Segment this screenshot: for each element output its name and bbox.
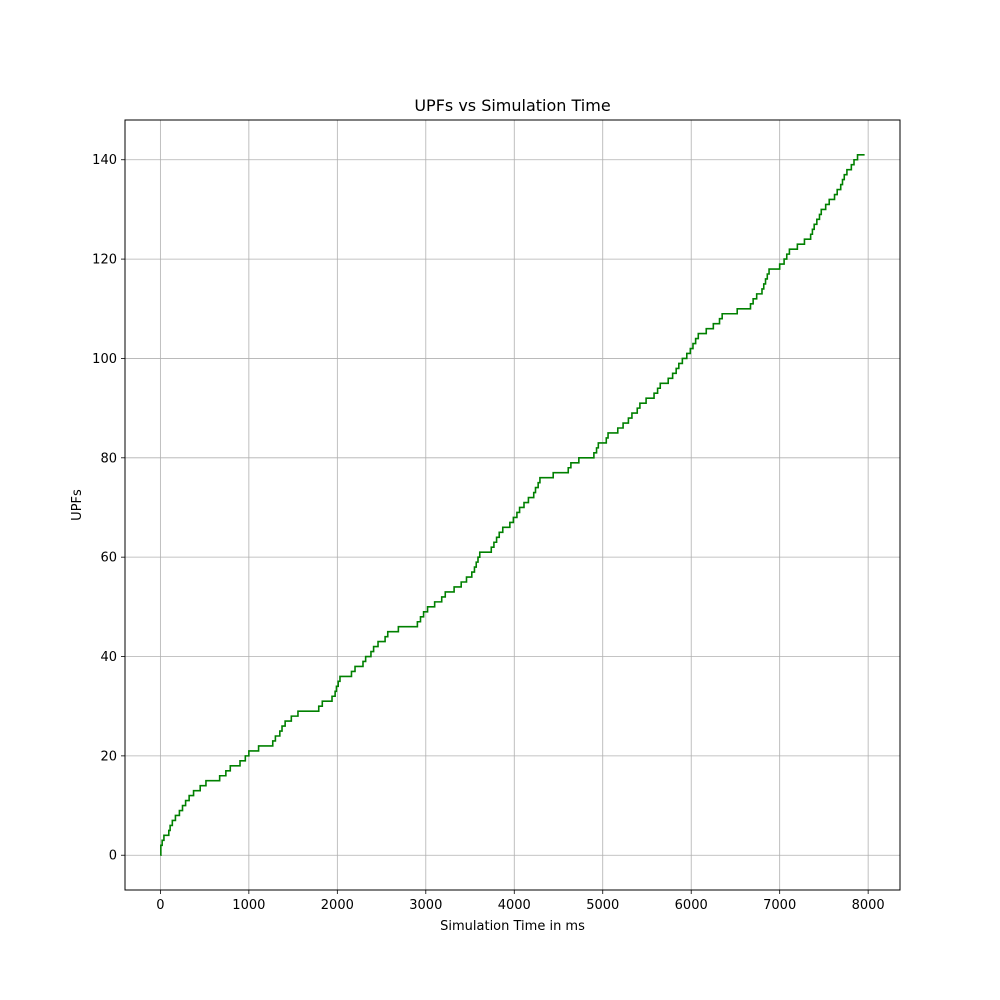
grid: [125, 120, 900, 890]
x-tick-label: 6000: [675, 898, 708, 913]
x-tick-label: 1000: [232, 898, 265, 913]
y-tick-label: 60: [100, 551, 117, 566]
series-line-0: [160, 153, 865, 857]
plot-frame: [124, 119, 901, 891]
series-layer: [160, 153, 865, 857]
x-tick-label: 4000: [498, 898, 531, 913]
x-tick-label: 7000: [763, 898, 796, 913]
y-tick-label: 40: [100, 650, 117, 665]
x-tick-label: 8000: [852, 898, 885, 913]
y-axis-label: UPFs: [70, 489, 85, 521]
x-axis: 0 1000 2000 3000 4000 5000 6000 7000 8000: [156, 890, 885, 913]
y-tick-label: 100: [92, 352, 117, 367]
x-tick-label: 5000: [586, 898, 619, 913]
y-axis: 0 20 40 60 80 100 120 140: [92, 153, 125, 864]
x-tick-label: 2000: [321, 898, 354, 913]
x-axis-label: Simulation Time in ms: [440, 919, 585, 934]
y-tick-label: 120: [92, 253, 117, 268]
y-tick-label: 80: [100, 451, 117, 466]
y-tick-label: 0: [109, 849, 117, 864]
x-tick-label: 3000: [409, 898, 442, 913]
chart-title: UPFs vs Simulation Time: [414, 96, 610, 115]
x-tick-label: 0: [156, 898, 164, 913]
y-tick-label: 20: [100, 749, 117, 764]
y-tick-label: 140: [92, 153, 117, 168]
